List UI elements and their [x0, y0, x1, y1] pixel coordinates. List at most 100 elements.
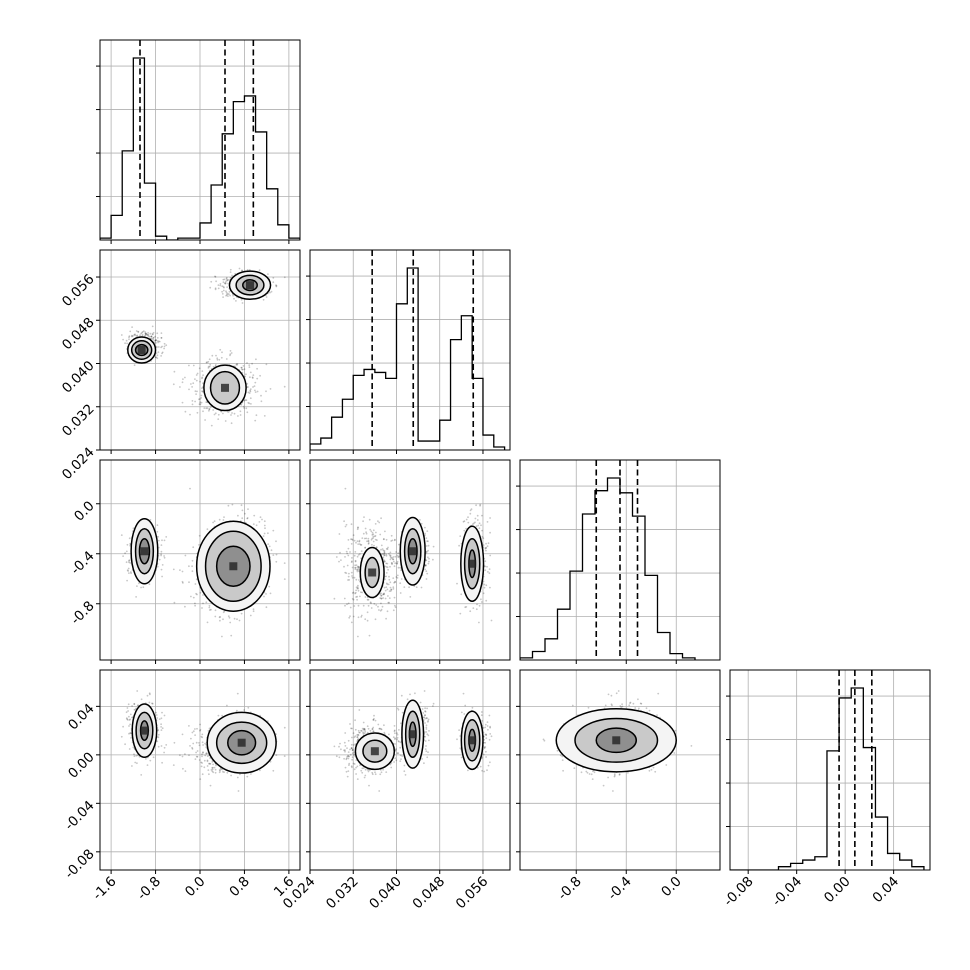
scatter-point	[364, 546, 367, 549]
scatter-point	[213, 766, 216, 769]
scatter-point	[383, 551, 386, 553]
scatter-point	[161, 351, 164, 354]
scatter-point	[181, 755, 184, 758]
scatter-point	[482, 592, 485, 595]
scatter-point	[275, 540, 277, 543]
scatter-point	[208, 609, 211, 611]
scatter-point	[199, 380, 202, 383]
scatter-point	[272, 281, 275, 284]
scatter-point	[347, 554, 350, 557]
scatter-point	[249, 388, 252, 390]
scatter-point	[131, 705, 134, 707]
scatter-point	[356, 595, 359, 598]
scatter-point	[354, 551, 357, 553]
scatter-point	[425, 578, 428, 580]
scatter-point	[230, 422, 233, 425]
scatter-point	[357, 554, 360, 556]
scatter-point	[208, 762, 211, 765]
scatter-point	[221, 351, 223, 354]
scatter-point	[351, 566, 354, 569]
scatter-point	[172, 383, 175, 386]
scatter-point	[192, 742, 195, 745]
scatter-point	[229, 268, 232, 271]
scatter-point	[382, 593, 385, 595]
scatter-point	[389, 590, 392, 592]
scatter-point	[479, 503, 482, 506]
scatter-point	[126, 342, 128, 345]
scatter-point	[389, 555, 392, 558]
scatter-point	[200, 401, 203, 404]
scatter-point	[267, 273, 269, 275]
scatter-point	[258, 521, 261, 523]
scatter-point	[215, 280, 218, 283]
scatter-point	[224, 282, 227, 285]
scatter-point	[214, 288, 217, 291]
scatter-point	[254, 381, 257, 384]
scatter-point	[475, 525, 478, 528]
scatter-point	[383, 586, 386, 589]
scatter-point	[140, 774, 143, 776]
scatter-point	[362, 520, 364, 523]
scatter-point	[390, 562, 393, 564]
scatter-point	[260, 394, 262, 397]
scatter-point	[124, 743, 126, 746]
scatter-point	[364, 547, 366, 549]
scatter-point	[242, 365, 245, 367]
scatter-point	[206, 361, 208, 364]
scatter-point	[356, 540, 359, 543]
scatter-point	[479, 504, 481, 507]
scatter-point	[150, 335, 153, 338]
scatter-point	[199, 403, 202, 406]
scatter-point	[156, 530, 159, 533]
scatter-point	[240, 366, 243, 369]
scatter-point	[208, 358, 211, 361]
scatter-point	[198, 544, 200, 546]
scatter-point	[172, 568, 175, 571]
scatter-point	[338, 533, 341, 535]
scatter-point	[246, 517, 249, 519]
scatter-point	[222, 285, 225, 288]
scatter-point	[419, 519, 421, 521]
scatter-point	[184, 753, 186, 755]
scatter-point	[204, 754, 207, 757]
scatter-point	[366, 540, 368, 543]
scatter-point	[128, 537, 131, 540]
scatter-point	[241, 368, 243, 371]
scatter-point	[135, 596, 138, 598]
scatter-point	[368, 518, 371, 521]
scatter-point	[237, 415, 239, 417]
scatter-point	[198, 367, 201, 370]
scatter-point	[385, 586, 388, 589]
scatter-point	[354, 591, 357, 594]
scatter-point	[221, 285, 224, 288]
scatter-point	[160, 554, 163, 557]
scatter-point	[358, 540, 361, 543]
scatter-point	[355, 578, 358, 581]
scatter-point	[229, 353, 232, 355]
scatter-point	[269, 760, 272, 763]
scatter-point	[354, 592, 356, 595]
scatter-point	[152, 756, 155, 759]
scatter-point	[145, 334, 147, 336]
scatter-point	[343, 597, 346, 600]
scatter-point	[212, 521, 215, 524]
scatter-point	[373, 535, 376, 538]
scatter-point	[199, 591, 202, 594]
scatter-point	[158, 340, 161, 343]
scatter-point	[425, 570, 428, 573]
scatter-point	[152, 337, 155, 339]
scatter-point	[222, 278, 225, 281]
scatter-point	[380, 597, 383, 600]
scatter-point	[269, 388, 272, 390]
scatter-point	[363, 537, 366, 540]
scatter-point	[155, 345, 158, 348]
scatter-point	[208, 762, 210, 765]
scatter-point	[142, 586, 145, 589]
scatter-point	[188, 581, 190, 584]
scatter-point	[228, 616, 231, 619]
scatter-point	[365, 532, 368, 535]
scatter-point	[252, 523, 255, 525]
scatter-point	[370, 538, 373, 541]
scatter-point	[198, 403, 201, 405]
scatter-point	[157, 340, 160, 343]
